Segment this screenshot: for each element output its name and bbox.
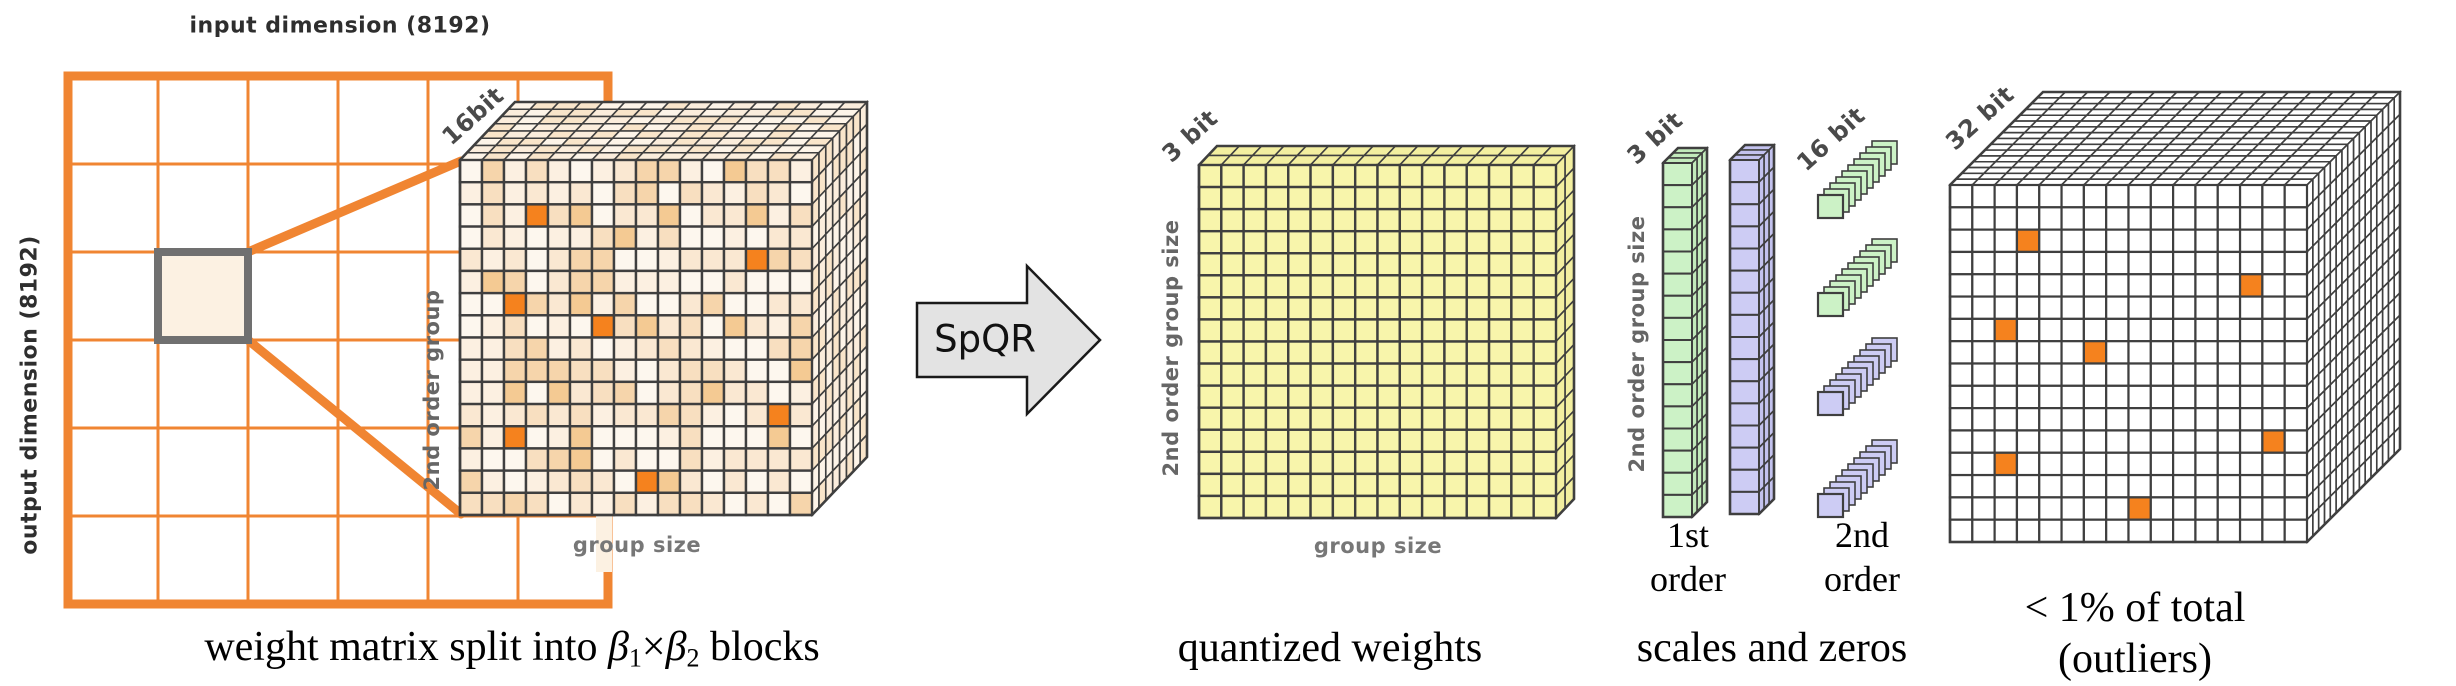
second-order-line1: 2nd (1835, 515, 1889, 556)
selected-block (154, 248, 252, 344)
selected-weight-block (154, 248, 252, 344)
quantized-cube-group-size-label: group size (1313, 534, 1443, 558)
quantized-cube-side-label: 2nd order group size (1159, 219, 1183, 477)
output-dimension-label: output dimension (8192) (17, 235, 43, 555)
scales-and-zeros-caption: scales and zeros (1636, 625, 1908, 671)
second-order-line2: order (1824, 559, 1900, 599)
second-order-zero-bar-2 (1816, 439, 1898, 519)
quantized-weights-caption: quantized weights (1177, 625, 1483, 671)
first-order-line1: 1st (1666, 515, 1709, 556)
second-order-zero-bar-1 (1816, 337, 1898, 417)
outliers-caption-line1: < 1% of total (2024, 584, 2246, 631)
second-order-scale-bar-2 (1816, 238, 1898, 318)
group-size-marker-strip (596, 512, 612, 572)
first-order-label: 1st order (1650, 514, 1726, 602)
second-order-label: 2nd order (1824, 514, 1900, 602)
spqr-arrow-label: SpQR (934, 317, 1036, 361)
second-order-scale-bar-1 (1816, 140, 1898, 220)
weights-16bit-cube (458, 99, 869, 518)
outliers-caption-line2: (outliers) (2058, 636, 2212, 682)
scales-column (1661, 146, 1709, 519)
input-dimension-label: input dimension (8192) (189, 13, 491, 39)
outliers-caption: < 1% of total (outliers) (2025, 583, 2246, 685)
spqr-arrow-shape (915, 262, 1102, 418)
zeros-column (1728, 143, 1776, 516)
block-zoom-lines (243, 156, 466, 519)
weights-cube-side-label: 2nd order group (420, 289, 444, 491)
quantized-weights-cube (1197, 143, 1576, 521)
scales-side-label: 2nd order group size (1625, 215, 1649, 473)
weights-cube-group-size-label: group size (572, 533, 702, 557)
weight-matrix-caption: weight matrix split into β1×β2 blocks (204, 623, 820, 673)
outliers-32bit-cube (1948, 90, 2402, 544)
first-order-line2: order (1650, 559, 1726, 599)
spqr-arrow (915, 262, 1102, 418)
